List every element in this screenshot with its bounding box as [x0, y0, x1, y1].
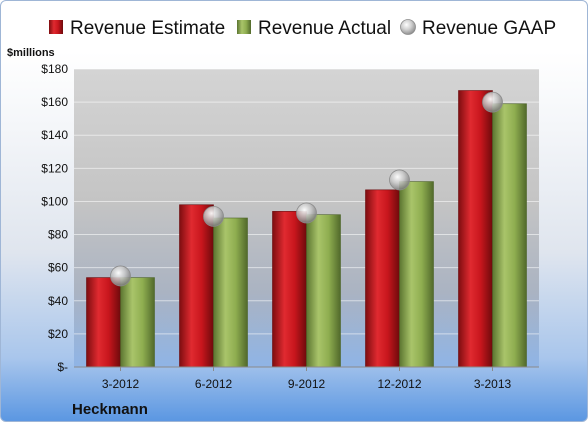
- legend: Revenue Estimate Revenue Actual Revenue …: [49, 18, 556, 39]
- legend-label-estimate: Revenue Estimate: [70, 18, 225, 39]
- y-tick-label: $180: [41, 62, 68, 76]
- marker-gaap: [482, 91, 503, 113]
- y-tick-label: $100: [41, 194, 68, 208]
- y-tick-label: $120: [41, 161, 68, 175]
- legend-swatch-estimate: [49, 20, 63, 34]
- bar-actual: [213, 217, 248, 368]
- legend-marker-gaap: [400, 19, 416, 35]
- marker-gaap: [389, 169, 410, 191]
- bar-estimate: [458, 90, 493, 368]
- y-tick-label: $40: [48, 294, 68, 308]
- y-tick-label: $160: [41, 95, 68, 109]
- marker-gaap: [203, 205, 224, 227]
- bar-estimate: [365, 189, 400, 368]
- legend-label-gaap: Revenue GAAP: [422, 18, 556, 39]
- legend-item-actual: Revenue Actual: [237, 18, 391, 39]
- bar-actual: [120, 277, 155, 368]
- bar-actual: [399, 181, 434, 368]
- bar-estimate: [179, 204, 214, 368]
- x-tick-label: 12-2012: [377, 377, 421, 391]
- legend-swatch-actual: [237, 20, 251, 34]
- y-tick-label: $-: [57, 360, 68, 374]
- x-axis-ticks: 3-2012 6-2012 9-2012 12-2012 3-2013: [102, 367, 512, 391]
- legend-item-gaap: Revenue GAAP: [400, 18, 556, 39]
- marker-gaap: [296, 202, 317, 224]
- bar-estimate: [272, 211, 307, 368]
- legend-item-estimate: Revenue Estimate: [49, 18, 225, 39]
- y-tick-label: $20: [48, 327, 68, 341]
- y-axis-ticks: $- $20 $40 $60 $80 $100 $120 $140 $160 $180: [41, 62, 68, 374]
- x-tick-label: 9-2012: [288, 377, 326, 391]
- x-tick-label: 3-2012: [102, 377, 140, 391]
- bars: [86, 90, 527, 368]
- company-name: Heckmann: [72, 401, 148, 418]
- x-tick-label: 6-2012: [195, 377, 233, 391]
- bar-actual: [306, 214, 341, 368]
- y-tick-label: $140: [41, 128, 68, 142]
- bar-estimate: [86, 277, 121, 368]
- gaap-markers: [110, 91, 503, 287]
- y-tick-label: $60: [48, 261, 68, 275]
- x-tick-label: 3-2013: [474, 377, 512, 391]
- legend-label-actual: Revenue Actual: [258, 18, 391, 39]
- y-axis-unit-label: $millions: [7, 47, 55, 59]
- bar-actual: [492, 103, 527, 368]
- marker-gaap: [110, 265, 131, 287]
- y-tick-label: $80: [48, 228, 68, 242]
